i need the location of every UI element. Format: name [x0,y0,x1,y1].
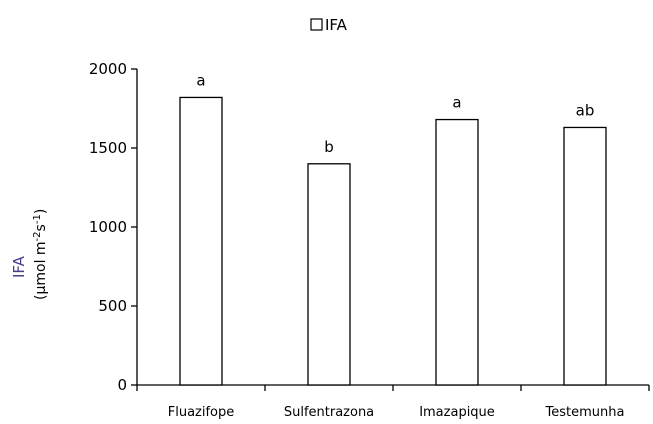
y-tick-label: 1500 [89,139,127,157]
bar-significance-label: a [452,94,461,112]
bar-fluazifope [179,96,223,386]
y-axis-unit: (μmol m-2s-1) [32,209,49,300]
bar-testemunha [563,126,607,386]
y-tick-label: 500 [98,297,127,315]
bar-significance-label: b [324,138,334,156]
bar-sulfentrazona [307,163,351,386]
y-axis-title: IFA [10,255,28,278]
legend-label: IFA [325,16,348,34]
x-category-label: Testemunha [545,405,625,420]
bar-significance-label: ab [576,101,595,119]
bar-imazapique [435,118,479,386]
x-category-label: Fluazifope [168,405,235,420]
x-category-label: Sulfentrazona [284,405,374,420]
y-axis-unit-label: (μmol m-2s-1) [32,209,49,300]
x-category-label: Imazapique [419,405,495,420]
y-axis-label: IFA [10,255,28,278]
y-tick-label: 1000 [89,218,127,236]
bar-significance-label: a [196,71,205,89]
bars: a Fluazifope b Sulfentrazona a Imazapique ab Te… [168,71,625,420]
legend-swatch [310,18,323,31]
y-tick-label: 0 [117,376,127,394]
legend: IFA [310,16,348,34]
y-tick-label: 2000 [89,60,127,78]
